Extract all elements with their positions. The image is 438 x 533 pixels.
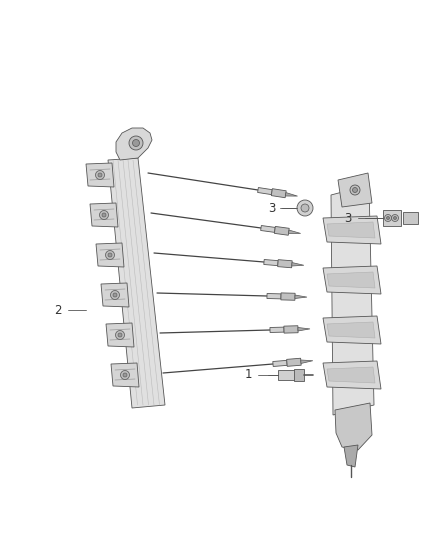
Circle shape: [123, 373, 127, 377]
Circle shape: [350, 185, 360, 195]
Polygon shape: [86, 163, 114, 187]
Text: 3: 3: [268, 201, 276, 214]
Polygon shape: [267, 294, 281, 299]
Circle shape: [110, 290, 120, 300]
Polygon shape: [292, 263, 304, 266]
Circle shape: [113, 293, 117, 297]
Text: 3: 3: [344, 212, 352, 224]
Polygon shape: [298, 327, 310, 331]
Circle shape: [95, 171, 105, 180]
Polygon shape: [323, 266, 381, 294]
Polygon shape: [294, 369, 304, 381]
Circle shape: [297, 200, 313, 216]
Polygon shape: [295, 295, 307, 298]
Polygon shape: [286, 192, 297, 196]
Polygon shape: [90, 203, 118, 227]
Polygon shape: [289, 230, 300, 233]
Polygon shape: [278, 260, 292, 268]
Polygon shape: [327, 272, 375, 288]
Polygon shape: [323, 216, 381, 244]
Circle shape: [353, 188, 357, 192]
Polygon shape: [383, 210, 401, 226]
Polygon shape: [327, 222, 375, 238]
Text: 1: 1: [244, 368, 252, 382]
Polygon shape: [344, 445, 358, 467]
Polygon shape: [335, 403, 372, 450]
Polygon shape: [403, 212, 418, 224]
Polygon shape: [261, 225, 275, 232]
Polygon shape: [327, 322, 375, 338]
Polygon shape: [331, 185, 374, 415]
Circle shape: [106, 251, 114, 260]
Circle shape: [393, 216, 396, 220]
Polygon shape: [284, 326, 298, 333]
Polygon shape: [101, 283, 129, 307]
Polygon shape: [108, 158, 165, 408]
Polygon shape: [96, 243, 124, 267]
Circle shape: [386, 216, 389, 220]
Circle shape: [118, 333, 122, 337]
Circle shape: [129, 136, 143, 150]
Polygon shape: [286, 358, 301, 366]
Polygon shape: [274, 227, 289, 235]
Circle shape: [385, 214, 392, 222]
Polygon shape: [270, 327, 284, 333]
Circle shape: [99, 211, 109, 220]
Circle shape: [98, 173, 102, 177]
Circle shape: [102, 213, 106, 217]
Polygon shape: [111, 363, 139, 387]
Circle shape: [108, 253, 112, 257]
Polygon shape: [273, 360, 287, 367]
Polygon shape: [106, 323, 134, 347]
Polygon shape: [338, 173, 372, 207]
Circle shape: [301, 204, 309, 212]
Text: 2: 2: [54, 303, 62, 317]
Polygon shape: [281, 293, 295, 300]
Polygon shape: [116, 128, 152, 160]
Polygon shape: [323, 316, 381, 344]
Polygon shape: [327, 367, 375, 383]
Polygon shape: [301, 360, 313, 364]
Circle shape: [120, 370, 130, 379]
Circle shape: [392, 214, 399, 222]
Polygon shape: [278, 370, 296, 380]
Circle shape: [116, 330, 124, 340]
Polygon shape: [264, 260, 278, 265]
Circle shape: [133, 140, 139, 147]
Polygon shape: [258, 188, 272, 195]
Polygon shape: [271, 189, 286, 198]
Polygon shape: [323, 361, 381, 389]
